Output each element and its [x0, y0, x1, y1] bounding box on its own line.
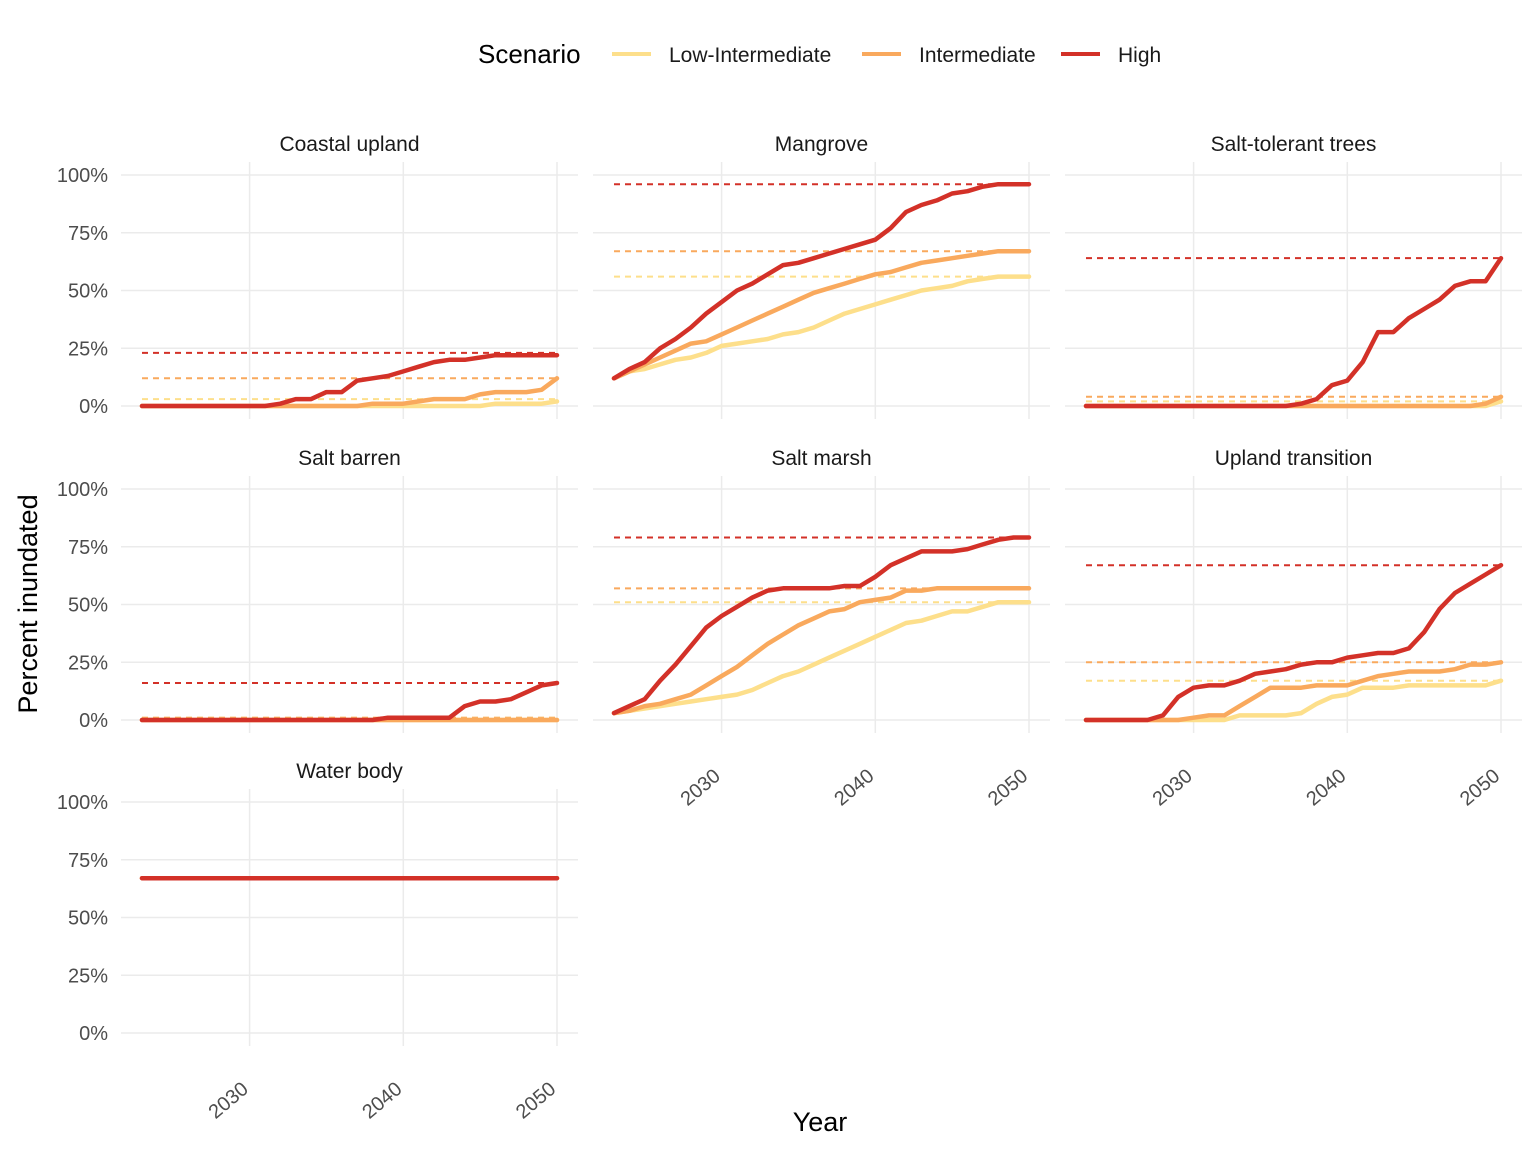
facet-salt-tolerant-trees: Salt-tolerant trees: [1065, 133, 1522, 419]
facet-salt-marsh: Salt marsh 2030 2040 2050: [593, 447, 1050, 810]
facet-title: Water body: [296, 760, 403, 783]
x-tick-label: 2030: [1149, 765, 1197, 810]
facet-water-body: Water body 0% 25% 50% 75% 100% 2030 2040 2050: [57, 760, 578, 1123]
x-tick-label: 2050: [1456, 765, 1504, 810]
y-tick-label: 75%: [68, 537, 108, 559]
y-tick-label: 100%: [57, 479, 108, 501]
facet-mangrove: Mangrove: [593, 133, 1050, 419]
legend-label-high: High: [1118, 44, 1161, 67]
x-tick-label: 2040: [1302, 765, 1350, 810]
facet-upland-transition: Upland transition 2030 2040 2050: [1065, 447, 1522, 810]
facet-title: Mangrove: [775, 133, 868, 156]
series-line-high: [1083, 255, 1504, 409]
series-line-intermediate: [611, 586, 1032, 716]
facet-title: Coastal upland: [279, 133, 419, 156]
y-tick-label: 0%: [79, 1023, 108, 1045]
x-tick-label: 2030: [205, 1078, 253, 1123]
facet-title: Salt barren: [298, 447, 401, 470]
facet-title: Salt marsh: [771, 447, 871, 470]
facet-salt-barren: Salt barren 0% 25% 50% 75% 100%: [57, 447, 578, 733]
y-tick-label: 50%: [68, 908, 108, 930]
legend: Scenario Low-Intermediate Intermediate High: [478, 39, 1161, 69]
series-line-low-intermediate: [611, 599, 1032, 716]
facet-title: Upland transition: [1215, 447, 1373, 470]
y-tick-label: 100%: [57, 165, 108, 187]
y-tick-label: 0%: [79, 396, 108, 418]
x-axis-title: Year: [793, 1107, 848, 1137]
legend-label-low-intermediate: Low-Intermediate: [669, 44, 831, 67]
series-line-high: [611, 181, 1032, 381]
x-tick-label: 2040: [358, 1078, 406, 1123]
legend-label-intermediate: Intermediate: [919, 44, 1036, 67]
series-line-intermediate: [1083, 660, 1504, 723]
x-tick-label: 2030: [677, 765, 725, 810]
x-tick-label: 2050: [512, 1078, 560, 1123]
series-line-high: [1083, 562, 1504, 723]
y-axis-title: Percent inundated: [13, 494, 43, 713]
facet-panels: Coastal upland 0% 25% 50% 75% 100% Mangrove Sal…: [57, 133, 1522, 1123]
y-tick-label: 0%: [79, 710, 108, 732]
facet-title: Salt-tolerant trees: [1211, 133, 1377, 156]
y-tick-label: 25%: [68, 965, 108, 987]
x-tick-label: 2040: [830, 765, 878, 810]
y-tick-label: 75%: [68, 850, 108, 872]
y-tick-label: 25%: [68, 338, 108, 360]
series-line-intermediate: [611, 248, 1032, 381]
y-tick-label: 100%: [57, 792, 108, 814]
series-line-high: [139, 680, 560, 723]
y-tick-label: 50%: [68, 595, 108, 617]
facet-coastal-upland: Coastal upland 0% 25% 50% 75% 100%: [57, 133, 578, 419]
series-line-low-intermediate: [611, 274, 1032, 381]
y-tick-label: 75%: [68, 223, 108, 245]
series-line-high: [611, 535, 1032, 716]
series-line-high: [139, 352, 560, 409]
y-tick-label: 50%: [68, 281, 108, 303]
y-tick-label: 25%: [68, 652, 108, 674]
legend-title: Scenario: [478, 39, 581, 69]
x-tick-label: 2050: [984, 765, 1032, 810]
